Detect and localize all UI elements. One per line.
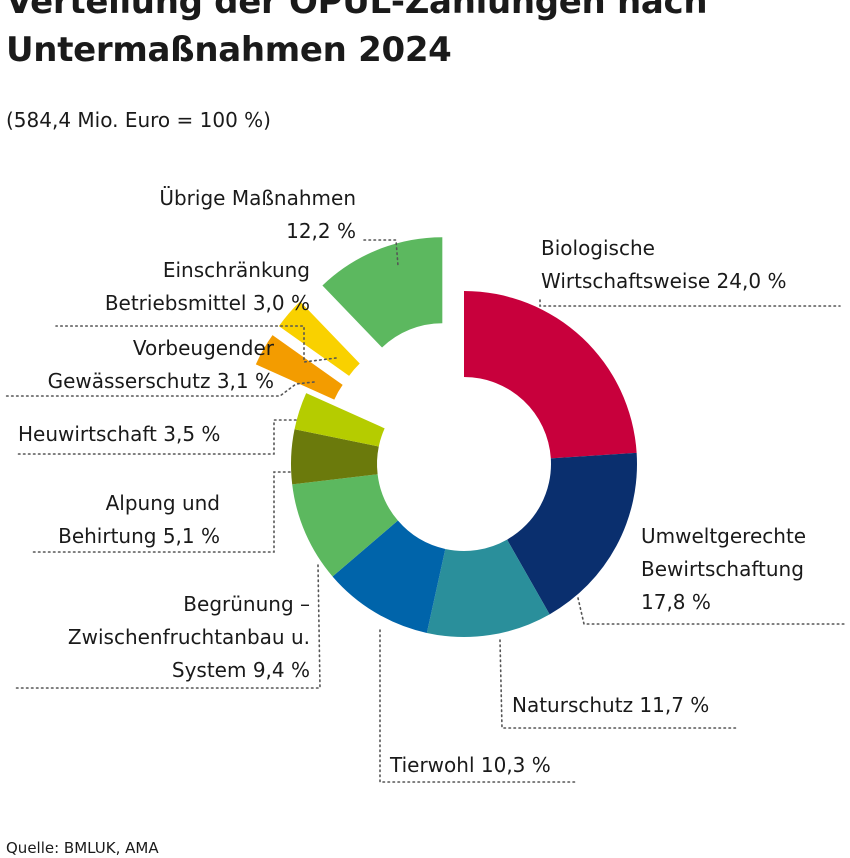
leader-line-bio [539, 299, 841, 307]
slice-begruenung [292, 474, 398, 577]
slice-label-bio: Biologische Wirtschaftsweise 24,0 % [541, 236, 787, 293]
slice-heu [294, 393, 385, 447]
slice-betrieb [278, 301, 360, 376]
slice-label-umwelt: Umweltgerechte Bewirtschaftung 17,8 % [641, 524, 807, 614]
leader-line-natur [499, 639, 739, 729]
slice-label-alpung: Alpung und Behirtung 5,1 % [58, 491, 220, 548]
slice-alpung [291, 429, 379, 485]
leader-line-heu [15, 419, 297, 455]
slice-umwelt [507, 452, 638, 615]
leader-line-tierwohl [379, 629, 579, 783]
slice-natur [426, 539, 550, 637]
slice-label-gewaesser: Vorbeugender Gewässerschutz 3,1 % [47, 336, 274, 393]
leader-line-umwelt [577, 597, 847, 625]
slice-label-tierwohl: Tierwohl 10,3 % [390, 753, 551, 777]
slice-bio [464, 291, 637, 459]
chart-title: Verteilung der ÖPUL-Zahlungen nach Unter… [6, 0, 708, 70]
chart-source: Quelle: BMLUK, AMA [6, 839, 159, 857]
leader-line-gewaesser [5, 381, 315, 397]
leader-line-alpung [31, 471, 291, 553]
leader-line-begruenung [15, 564, 321, 689]
slice-uebrige [322, 237, 443, 348]
slice-label-heu: Heuwirtschaft 3,5 % [18, 422, 221, 446]
chart-subtitle: (584,4 Mio. Euro = 100 %) [6, 108, 271, 132]
leader-line-betrieb [55, 325, 337, 363]
slice-label-begruenung: Begrünung – Zwischenfruchtanbau u. Syste… [67, 592, 310, 682]
leader-line-uebrige [363, 239, 399, 267]
slice-label-uebrige: Übrige Maßnahmen 12,2 % [159, 186, 356, 243]
slice-tierwohl [332, 520, 446, 633]
slice-label-betrieb: Einschränkung Betriebsmittel 3,0 % [104, 258, 310, 315]
slice-label-natur: Naturschutz 11,7 % [512, 693, 710, 717]
slice-gewaesser [255, 335, 343, 400]
